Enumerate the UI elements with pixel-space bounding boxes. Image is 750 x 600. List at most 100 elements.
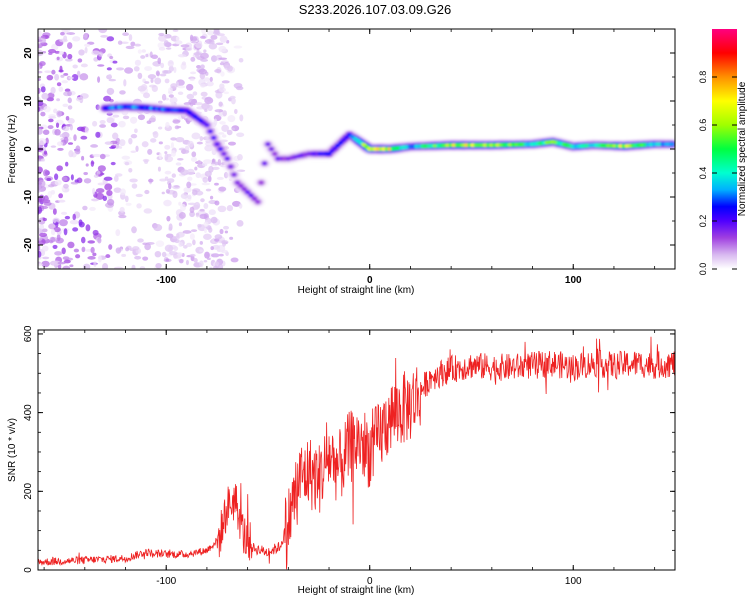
spectrogram-noise-cell <box>228 141 236 146</box>
spectrogram-noise-cell <box>91 50 100 56</box>
spectrogram-noise-cell <box>219 121 226 125</box>
snr-ylabel: SNR (10 * v/v) <box>7 418 18 482</box>
spectrogram-noise-cell <box>121 253 127 257</box>
spectrogram-noise-cell <box>237 154 243 161</box>
spectrogram-noise-cell <box>55 122 60 128</box>
spectrogram-noise-cell <box>58 50 64 56</box>
spectrogram-noise-cell <box>38 142 41 146</box>
spectrogram-noise-cell <box>192 189 198 196</box>
spectrogram-noise-cell <box>206 30 215 36</box>
spectrogram-noise-cell <box>38 78 41 82</box>
spectrogram-noise-cell <box>163 199 172 207</box>
spectrogram-noise-cell <box>153 224 163 232</box>
spectrogram-ridge-cell <box>265 142 271 147</box>
spectrogram-noise-cell <box>155 240 165 247</box>
spectrogram-noise-cell <box>211 166 220 171</box>
colorbar-tick-label: 0.6 <box>698 119 708 132</box>
spectrogram-noise-cell <box>144 66 153 72</box>
spectrogram-noise-cell <box>209 195 214 200</box>
spectrogram-noise-cell <box>71 73 79 81</box>
spectrogram-noise-cell <box>106 116 115 124</box>
spectrogram-noise-cell <box>168 94 174 98</box>
spectrogram-noise-cell <box>56 110 62 118</box>
spectrogram-noise-cell <box>193 258 198 263</box>
spectrogram-noise-cell <box>89 206 96 211</box>
spectrogram-noise-cell <box>102 263 109 269</box>
spectrogram-xtick-label: 0 <box>367 275 373 286</box>
spectrogram-noise-cell <box>92 252 97 257</box>
spectrogram-noise-cell <box>38 263 43 266</box>
spectrogram-ridge-cell <box>207 129 214 134</box>
spectrogram-noise-cell <box>209 266 213 269</box>
spectrogram-noise-cell <box>38 87 41 94</box>
spectrogram-noise-cell <box>200 83 206 88</box>
spectrogram-noise-cell <box>104 141 113 145</box>
spectrogram-noise-cell <box>199 241 203 245</box>
spectrogram-noise-cell <box>168 65 174 72</box>
spectrogram-noise-cell <box>59 65 63 73</box>
spectrogram-noise-cell <box>146 120 152 125</box>
spectrogram-noise-cell <box>141 49 146 53</box>
spectrogram-noise-cell <box>79 73 89 81</box>
spectrogram-noise-cell <box>87 240 96 244</box>
spectrogram-noise-cell <box>211 39 215 45</box>
spectrogram-noise-cell <box>165 121 170 128</box>
spectrogram-noise-cell <box>186 83 194 91</box>
spectrogram-noise-cell <box>200 58 209 62</box>
spectrogram-noise-cell <box>150 138 157 143</box>
spectrogram-noise-cell <box>110 122 118 128</box>
spectrogram-noise-cell <box>161 191 165 195</box>
spectrogram-noise-cell <box>166 153 172 157</box>
spectrogram-noise-cell <box>203 233 212 240</box>
spectrogram-noise-cell <box>112 132 119 140</box>
spectrogram-noise-cell <box>73 248 80 253</box>
spectrogram-noise-cell <box>230 97 236 105</box>
spectrogram-noise-cell <box>165 188 170 194</box>
spectrogram-noise-cell <box>56 56 60 61</box>
spectrogram-noise-cell <box>40 86 46 93</box>
spectrogram-noise-cell <box>157 42 166 49</box>
spectrogram-noise-cell <box>65 115 70 121</box>
spectrogram-noise-cell <box>38 43 42 48</box>
spectrogram-noise-cell <box>58 193 64 199</box>
spectrogram-noise-cell <box>109 55 114 60</box>
spectrogram-noise-cell <box>67 42 73 49</box>
spectrogram-ridge-cell <box>221 151 227 156</box>
spectrogram-noise-cell <box>137 49 142 54</box>
colorbar-gradient <box>712 29 737 269</box>
spectrogram-noise-cell <box>119 139 126 147</box>
spectrogram-noise-cell <box>144 159 149 164</box>
spectrogram-noise-cell <box>203 260 208 263</box>
spectrogram-noise-cell <box>107 198 115 206</box>
spectrogram-noise-cell <box>95 192 105 200</box>
spectrogram-noise-cell <box>99 153 106 160</box>
spectrogram-noise-cell <box>52 208 57 215</box>
spectrogram-noise-cell <box>158 100 163 104</box>
spectrogram-noise-cell <box>218 45 227 53</box>
spectrogram-noise-cell <box>124 195 129 203</box>
spectrogram-noise-cell <box>63 183 69 189</box>
spectrogram-noise-cell <box>180 169 189 176</box>
spectrogram-noise-cell <box>214 200 220 206</box>
spectrogram-noise-cell <box>210 216 218 224</box>
spectrogram-noise-cell <box>116 67 125 71</box>
spectrogram-noise-cell <box>201 182 211 186</box>
spectrogram-noise-cell <box>177 85 186 89</box>
spectrogram-noise-cell <box>232 200 241 207</box>
spectrogram-noise-cell <box>172 29 179 33</box>
spectrogram-noise-cell <box>68 150 74 158</box>
spectrogram-noise-cell <box>208 227 213 233</box>
spectrogram-noise-cell <box>150 78 154 83</box>
spectrogram-ridge-cell <box>227 164 234 169</box>
spectrogram-xlabel: Height of straight line (km) <box>298 285 415 296</box>
spectrogram-noise-cell <box>238 203 243 209</box>
spectrogram-noise-cell <box>106 67 112 71</box>
snr-y-axis: 0 200 400 600 <box>23 325 675 573</box>
spectrogram-noise-cell <box>147 148 153 155</box>
spectrogram-noise-cell <box>97 165 106 172</box>
spectrogram-noise-cell <box>134 255 142 260</box>
spectrogram-noise-cell <box>74 179 79 183</box>
spectrogram-noise-cell <box>84 126 89 134</box>
spectrogram-noise-cell <box>48 116 57 119</box>
spectrogram-noise-cell <box>47 125 54 130</box>
